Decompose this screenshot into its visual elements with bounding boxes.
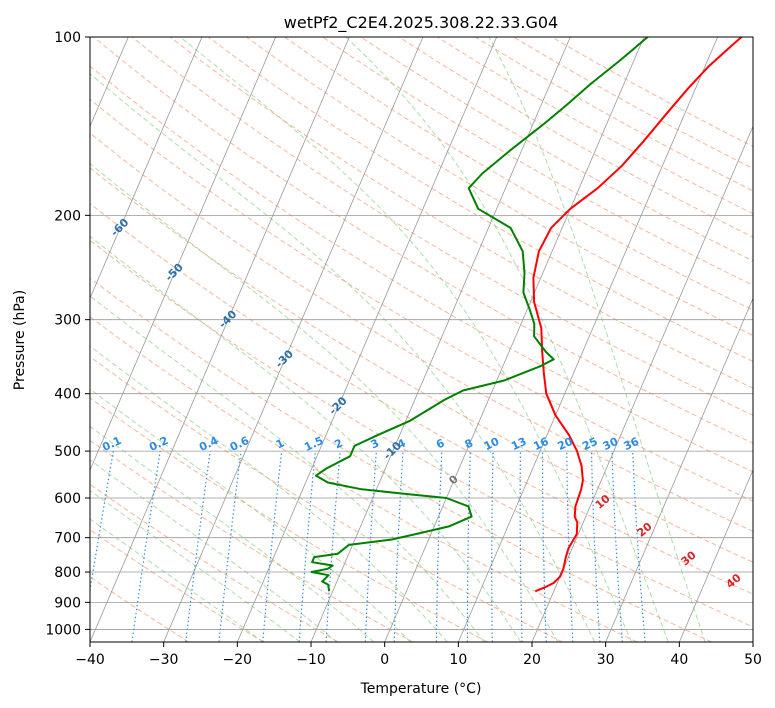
dry-adiabat (90, 132, 753, 532)
x-tick-label: 50 (744, 652, 762, 668)
x-axis-ticks: −40 −30 −20 −10 0 10 20 30 40 50 (75, 642, 762, 668)
x-tick-label: −20 (223, 652, 253, 668)
mixing-ratio-line (185, 451, 211, 642)
moist-adiabat (90, 235, 522, 642)
dry-adiabat (90, 356, 563, 642)
x-tick-label: −10 (296, 652, 326, 668)
y-tick-label: 600 (54, 491, 81, 507)
mixing-ratio-line (218, 451, 242, 642)
moist-adiabat (488, 37, 706, 642)
isotherm-line (605, 297, 753, 642)
moist-adiabat (90, 459, 338, 642)
chart-title: wetPf2_C2E4.2025.308.22.33.G04 (284, 13, 558, 33)
x-tick-label: 40 (670, 652, 688, 668)
dry-adiabat (90, 277, 712, 642)
isotherm-line (531, 125, 753, 642)
x-tick-label: −40 (75, 652, 105, 668)
isotherm-line (90, 37, 350, 642)
isotherm-line (163, 37, 424, 642)
mixing-ratio-line (262, 451, 283, 642)
y-tick-label: 500 (54, 444, 81, 460)
plot-frame (89, 36, 754, 643)
dry-adiabat (90, 483, 339, 642)
mixing-ratio-label: 20 (556, 435, 576, 453)
y-tick-label: 200 (54, 208, 81, 224)
y-tick-label: 900 (54, 595, 81, 611)
y-tick-label: 100 (54, 30, 81, 46)
isotherm-line (90, 37, 203, 300)
mixing-ratio-label: 10 (482, 435, 502, 453)
isotherm-line (236, 37, 498, 642)
dry-adiabat (90, 167, 753, 563)
mixing-ratio-line (298, 451, 316, 642)
mixing-ratio-label: 16 (531, 435, 551, 453)
isobars (90, 37, 753, 630)
dry-adiabat (90, 98, 753, 502)
dry-adiabat (90, 203, 753, 595)
x-tick-label: 10 (449, 652, 467, 668)
isotherm-line (384, 37, 645, 642)
sounding-series (310, 37, 744, 593)
dry-adiabat (207, 37, 753, 363)
x-tick-label: 0 (380, 652, 389, 668)
dewpoint-line (310, 37, 649, 592)
mixing-ratio-lines (90, 450, 646, 642)
moist-adiabat (90, 163, 559, 642)
x-tick-label: −30 (149, 652, 179, 668)
dry-adiabat (90, 529, 264, 642)
y-axis-ticks: 100 200 300 400 500 600 700 800 900 1000 (45, 30, 90, 638)
moist-adiabat (90, 388, 411, 642)
moist-adiabat (90, 295, 485, 642)
isotherm-line (90, 37, 277, 472)
y-tick-label: 300 (54, 313, 81, 329)
moist-adiabat (90, 425, 374, 642)
moist-adiabat (90, 518, 264, 642)
dry-adiabat (131, 37, 753, 416)
temperature-line (532, 37, 744, 593)
mixing-ratio-label: 13 (509, 435, 528, 453)
moist-adiabat (179, 37, 632, 642)
mixing-ratio-label: 36 (622, 435, 642, 453)
y-tick-label: 700 (54, 531, 81, 547)
isotherm-line (457, 37, 719, 642)
x-tick-label: 20 (523, 652, 541, 668)
dry-adiabat (90, 239, 753, 628)
plot-area: 0.10.20.40.611.52346810131620253036-100-… (90, 37, 753, 642)
mixing-ratio-line (131, 451, 161, 642)
y-tick-label: 400 (54, 387, 81, 403)
y-tick-label: 1000 (45, 622, 81, 638)
mixing-ratio-label: 30 (601, 435, 621, 453)
dry-adiabat (169, 37, 753, 389)
dry-adiabat (246, 37, 753, 337)
y-axis-label: Pressure (hPa) (12, 290, 28, 390)
y-tick-label: 800 (54, 565, 81, 581)
dry-adiabat (90, 397, 488, 642)
x-axis-label: Temperature (°C) (360, 681, 482, 697)
x-tick-label: 30 (597, 652, 615, 668)
isotherm-line (678, 469, 753, 642)
mixing-ratio-label: 25 (580, 435, 599, 453)
